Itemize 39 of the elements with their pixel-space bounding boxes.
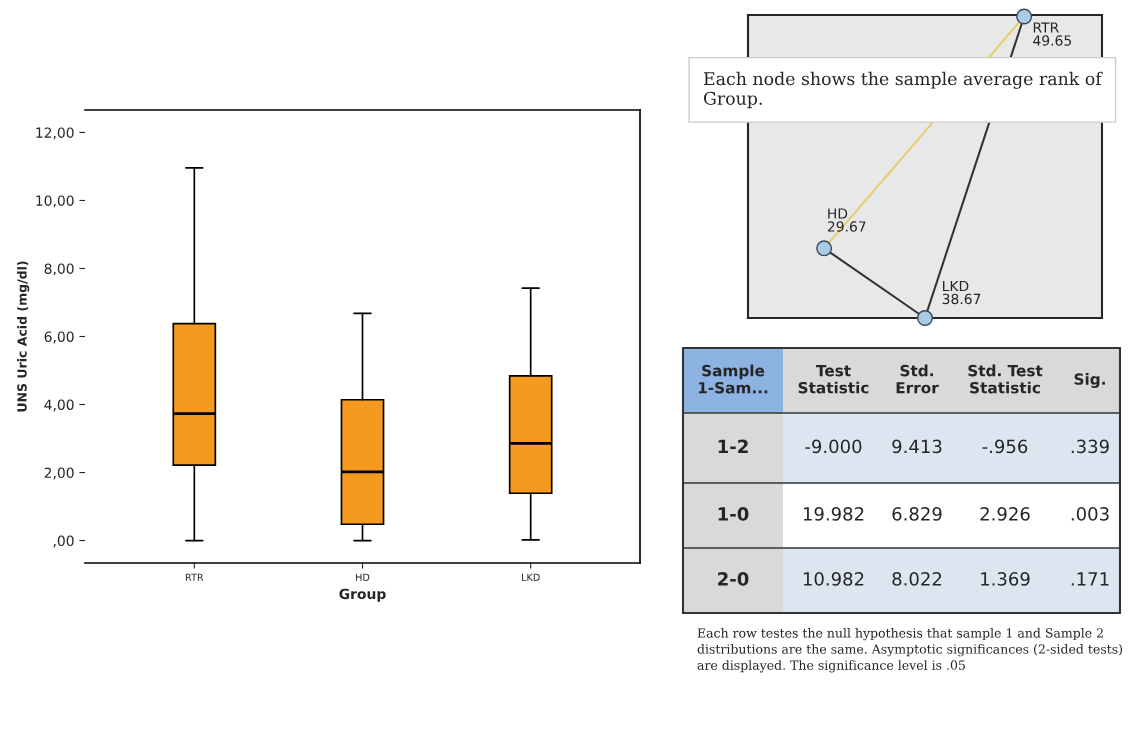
data-label: 49.65 xyxy=(1033,35,1071,46)
category-label: 1-2 xyxy=(718,439,748,453)
x-axis-title: Group xyxy=(339,588,386,602)
category-label: HD xyxy=(828,208,848,219)
x-tick-label: RTR xyxy=(185,573,204,581)
category-label: Std. Error xyxy=(896,364,939,394)
text: 9.413 xyxy=(892,439,942,454)
text: 1.369 xyxy=(981,572,1030,586)
y-tick-label: 2,00 xyxy=(44,467,74,480)
category-label: Sig. xyxy=(1074,373,1105,388)
text: Each row testes the null hypothesis that sample 1 and Sample 2 distributions are the same. Asymptotic significances (2-sided tests) are displayed. The significance level is .05 xyxy=(697,628,1123,673)
text: Each node shows the sample average rank of Group. xyxy=(703,71,1103,109)
text: 19.982 xyxy=(803,507,864,521)
y-tick-label: 4,00 xyxy=(44,399,74,412)
y-axis-title: UNS Uric Acid (mg/dl) xyxy=(17,261,30,412)
category-label: 1-0 xyxy=(718,507,749,521)
text: .003 xyxy=(1071,507,1109,521)
category-label: LKD xyxy=(943,280,969,292)
category-label: Test Statistic xyxy=(798,365,869,394)
text: -.956 xyxy=(982,439,1028,454)
y-tick-label: 8,00 xyxy=(44,263,74,276)
text: 6.829 xyxy=(892,507,942,521)
y-tick-label: 10,00 xyxy=(36,195,74,208)
category-label: Std. Test Statistic xyxy=(968,364,1043,394)
text: 2.926 xyxy=(980,507,1030,521)
x-tick-label: HD xyxy=(356,573,370,581)
text: .339 xyxy=(1071,439,1109,454)
text: 10.982 xyxy=(803,572,864,586)
text: 8.022 xyxy=(892,572,942,586)
y-tick-label: ,00 xyxy=(53,535,74,548)
x-tick-label: LKD xyxy=(522,573,540,581)
text: -9.000 xyxy=(805,439,862,454)
category-label: 2-0 xyxy=(718,572,749,586)
y-tick-label: 6,00 xyxy=(44,331,74,344)
data-label: 38.67 xyxy=(942,293,981,305)
category-label: RTR xyxy=(1033,22,1059,33)
text: .171 xyxy=(1071,572,1109,586)
y-tick-label: 12,00 xyxy=(36,127,74,140)
category-label: Sample 1-Sam... xyxy=(698,364,768,394)
